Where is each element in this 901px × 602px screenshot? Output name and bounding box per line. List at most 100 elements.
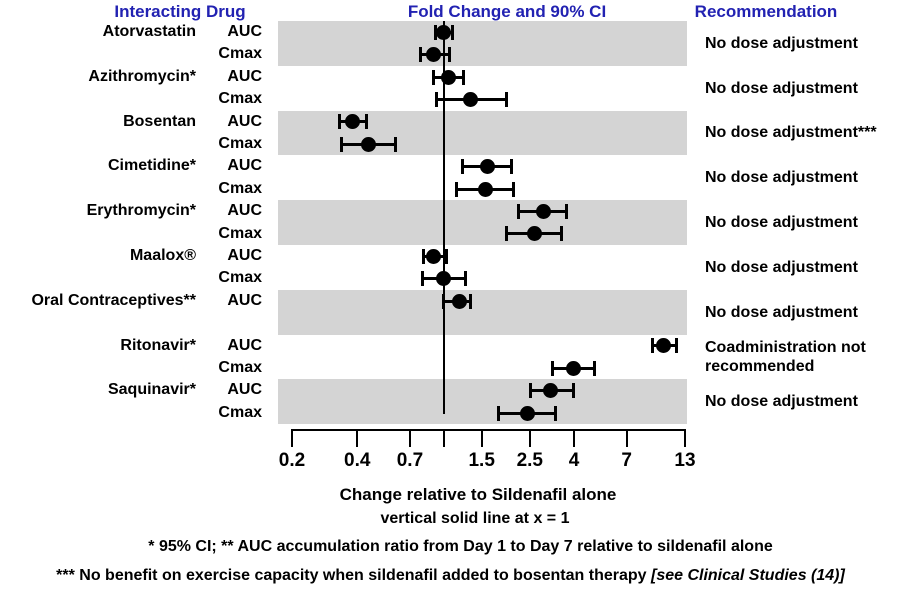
point-estimate-dot xyxy=(520,405,536,421)
drug-label: Atorvastatin xyxy=(102,23,196,40)
ci-cap-low xyxy=(496,405,500,421)
ci-cap-low xyxy=(460,159,464,175)
x-axis-line xyxy=(291,429,686,431)
x-axis-tick xyxy=(291,429,293,447)
point-estimate-dot xyxy=(527,226,543,242)
recommendation-text: No dose adjustment xyxy=(705,34,858,52)
point-estimate-dot xyxy=(426,47,442,63)
ci-cap-low xyxy=(650,338,654,354)
point-estimate-dot xyxy=(477,181,493,197)
point-estimate-dot xyxy=(479,159,495,175)
point-estimate-dot xyxy=(656,338,672,354)
metric-label: AUC xyxy=(227,291,262,309)
metric-label: Cmax xyxy=(218,179,262,197)
point-estimate-dot xyxy=(451,293,467,309)
x-axis-tick-label: 1.5 xyxy=(468,450,495,471)
ci-cap-low xyxy=(442,293,446,309)
metric-label: AUC xyxy=(227,67,262,85)
drug-label: Bosentan xyxy=(123,112,196,130)
drug-label: Erythromycin* xyxy=(86,202,196,220)
metric-label: Cmax xyxy=(218,403,262,421)
metric-label: AUC xyxy=(227,381,262,399)
ci-cap-high xyxy=(447,47,451,63)
metric-label: Cmax xyxy=(218,135,262,152)
ci-cap-high xyxy=(463,271,467,287)
ci-cap-low xyxy=(432,69,436,85)
drug-label: Oral Contraceptives** xyxy=(31,291,196,309)
footnote-2-main: *** No benefit on exercise capacity when… xyxy=(56,567,651,584)
ci-cap-high xyxy=(509,159,513,175)
ci-cap-low xyxy=(455,181,459,197)
metric-label: AUC xyxy=(227,23,262,40)
x-axis-tick xyxy=(528,429,531,447)
metric-label: Cmax xyxy=(218,224,262,242)
drug-label: Azithromycin* xyxy=(88,67,196,85)
ci-cap-low xyxy=(434,24,438,40)
recommendation-text: No dose adjustment xyxy=(705,303,858,321)
point-estimate-dot xyxy=(565,360,581,376)
metric-label: AUC xyxy=(227,247,262,264)
footnote-2-italic: [see Clinical Studies (14)] xyxy=(650,567,845,584)
x-axis-tick xyxy=(356,429,359,447)
ci-cap-high xyxy=(468,293,472,309)
ci-cap-low xyxy=(418,47,422,63)
drug-label: Maalox® xyxy=(129,247,196,264)
column-header-fold-change: Fold Change and 90% CI xyxy=(407,2,607,21)
group-band xyxy=(278,379,687,425)
ci-cap-low xyxy=(337,114,341,130)
x-axis-tick-label: 4 xyxy=(568,450,580,471)
column-header-interacting-drug: Interacting Drug xyxy=(114,2,246,21)
x-axis-tick-label: 7 xyxy=(621,450,632,471)
ci-cap-low xyxy=(504,226,508,242)
ci-cap-high xyxy=(592,360,596,376)
recommendation-text: No dose adjustment xyxy=(705,169,858,187)
metric-label: Cmax xyxy=(218,269,262,287)
ci-cap-low xyxy=(421,271,424,287)
metric-label: AUC xyxy=(227,202,262,220)
ci-cap-low xyxy=(550,360,554,376)
drug-label: Saquinavir* xyxy=(107,381,196,399)
point-estimate-dot xyxy=(535,203,551,219)
group-band xyxy=(278,289,687,335)
ci-cap-high xyxy=(393,136,397,152)
ci-cap-high xyxy=(560,226,564,242)
recommendation-text: Coadministration not recommended xyxy=(705,338,866,375)
group-band xyxy=(278,21,687,66)
point-estimate-dot xyxy=(360,136,376,152)
point-estimate-dot xyxy=(440,69,456,85)
point-estimate-dot xyxy=(426,248,442,264)
ci-cap-high xyxy=(444,248,448,264)
x-axis-tick-label: 0.2 xyxy=(278,450,306,471)
point-estimate-dot xyxy=(344,114,360,130)
ci-cap-high xyxy=(675,338,679,354)
x-axis-tick xyxy=(442,429,445,447)
metric-label: Cmax xyxy=(218,45,262,63)
ci-cap-low xyxy=(340,136,344,152)
ci-cap-high xyxy=(461,69,465,85)
point-estimate-dot xyxy=(543,383,559,399)
x-axis-tick xyxy=(625,429,628,447)
recommendation-text: No dose adjustment xyxy=(705,258,858,276)
point-estimate-dot xyxy=(436,271,452,287)
metric-label: AUC xyxy=(227,157,262,175)
x-axis-subtitle: vertical solid line at x = 1 xyxy=(380,510,570,527)
point-estimate-dot xyxy=(462,91,478,107)
recommendation-text: No dose adjustment xyxy=(705,213,858,231)
x-axis-tick xyxy=(480,429,483,447)
recommendation-text: No dose adjustment xyxy=(705,79,858,97)
ci-cap-low xyxy=(516,203,520,219)
footnote-2: *** No benefit on exercise capacity when… xyxy=(0,567,901,585)
drug-label: Ritonavir* xyxy=(120,336,196,354)
x-axis-title: Change relative to Sildenafil alone xyxy=(339,485,617,504)
metric-label: AUC xyxy=(227,336,262,354)
ci-cap-high xyxy=(511,181,515,197)
drug-label: Cimetidine* xyxy=(107,157,196,175)
metric-label: Cmax xyxy=(218,90,262,108)
reference-line-x1 xyxy=(442,21,445,415)
metric-label: AUC xyxy=(227,112,262,130)
recommendation-text: No dose adjustment xyxy=(705,393,858,411)
recommendation-text: No dose adjustment*** xyxy=(705,124,877,142)
metric-label: Cmax xyxy=(218,359,262,376)
ci-cap-high xyxy=(565,203,569,219)
